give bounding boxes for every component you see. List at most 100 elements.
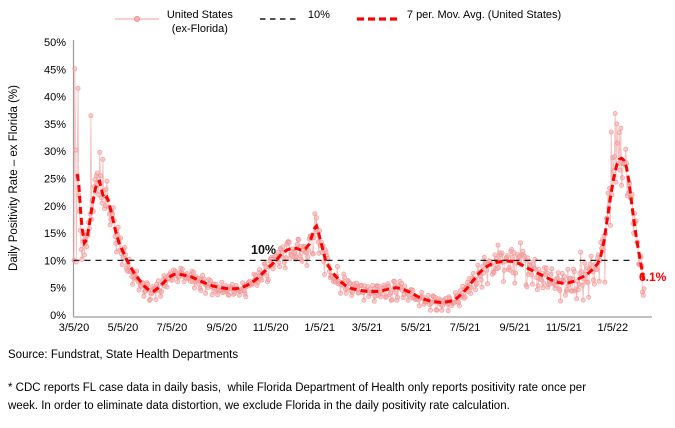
daily-point	[264, 273, 270, 279]
daily-point	[540, 285, 546, 291]
daily-point	[536, 266, 542, 272]
daily-point	[611, 154, 617, 160]
daily-point	[456, 303, 462, 309]
daily-point	[312, 211, 318, 217]
daily-point	[343, 290, 349, 296]
daily-point	[305, 247, 311, 253]
daily-point	[579, 269, 585, 275]
daily-point	[501, 278, 507, 284]
daily-point	[594, 267, 600, 273]
daily-point	[479, 284, 485, 290]
daily-point	[304, 262, 310, 268]
positivity-chart: 0% 5% 10% 15% 20% 25% 30% 35% 40% 45% 50% 3/5/20 5/5…	[44, 37, 652, 334]
daily-point	[472, 287, 478, 293]
latest-value-annotation: 6.1%	[639, 270, 667, 284]
x-tick-label: 11/5/21	[546, 322, 582, 334]
daily-point	[615, 140, 621, 146]
x-tick-label: 7/5/20	[157, 322, 188, 334]
daily-point	[548, 271, 554, 277]
daily-point	[259, 277, 265, 283]
daily-point	[509, 246, 515, 252]
y-tick-label: 50%	[44, 37, 66, 49]
daily-point	[509, 255, 515, 261]
daily-point	[495, 242, 501, 248]
daily-point	[585, 279, 591, 285]
daily-point	[305, 254, 311, 260]
daily-point	[191, 285, 197, 291]
daily-point	[529, 272, 535, 278]
y-tick-label: 40%	[44, 92, 66, 104]
daily-point	[596, 278, 602, 284]
daily-point	[513, 270, 519, 276]
y-tick-label: 10%	[44, 255, 66, 267]
daily-point	[280, 244, 286, 250]
legend-label-threshold: 10%	[307, 9, 330, 21]
daily-point	[181, 279, 187, 285]
daily-point	[282, 265, 288, 271]
daily-point	[164, 284, 170, 290]
daily-point	[219, 279, 225, 285]
daily-point	[524, 284, 530, 290]
daily-point	[79, 256, 85, 262]
daily-point	[84, 244, 90, 250]
daily-point	[439, 307, 445, 313]
daily-point	[104, 178, 110, 184]
legend-item-united-states: United States (ex-Florida)	[114, 9, 233, 37]
daily-point	[209, 292, 215, 298]
daily-point	[588, 253, 594, 259]
daily-point	[100, 156, 106, 162]
daily-point	[530, 281, 536, 287]
x-tick-label: 5/5/20	[108, 322, 139, 334]
daily-point	[229, 281, 235, 287]
daily-point	[491, 270, 497, 276]
daily-point	[416, 303, 422, 309]
daily-point	[641, 286, 647, 292]
daily-point	[88, 113, 94, 119]
daily-point	[501, 267, 507, 273]
daily-point	[98, 173, 104, 179]
daily-point	[155, 278, 161, 284]
x-tick-label: 9/5/20	[206, 322, 237, 334]
daily-point	[558, 298, 564, 304]
daily-point	[141, 293, 147, 299]
y-axis-title: Daily Positivity Rate – ex Florida (%)	[8, 85, 20, 271]
daily-point	[81, 252, 87, 258]
daily-point	[530, 261, 536, 267]
daily-point	[474, 280, 480, 286]
daily-point	[226, 292, 232, 298]
daily-point	[198, 287, 204, 293]
daily-point	[475, 262, 481, 268]
daily-point	[256, 267, 262, 273]
daily-point	[445, 308, 451, 314]
x-tick-label: 1/5/21	[304, 322, 335, 334]
daily-point	[579, 282, 585, 288]
daily-point	[297, 253, 303, 259]
black-dashed-swatch-icon	[259, 18, 300, 20]
moving-average-line	[75, 156, 646, 304]
y-tick-label: 35%	[44, 119, 66, 131]
x-tick-label: 5/5/21	[401, 322, 432, 334]
daily-point	[243, 294, 249, 300]
daily-point	[614, 121, 620, 127]
daily-point	[130, 281, 136, 287]
y-tick-label: 20%	[44, 201, 66, 213]
daily-point	[607, 222, 613, 228]
x-tick-label: 3/5/21	[352, 322, 383, 334]
daily-point	[136, 287, 142, 293]
daily-point	[543, 265, 549, 271]
daily-point	[582, 260, 588, 266]
daily-point	[75, 85, 81, 91]
daily-point	[617, 167, 623, 173]
daily-point	[538, 277, 544, 283]
daily-point	[623, 146, 629, 152]
red-dashed-swatch-icon	[356, 17, 399, 21]
daily-point	[518, 240, 524, 246]
daily-point	[252, 272, 258, 278]
daily-point	[419, 289, 425, 295]
daily-point	[562, 273, 568, 279]
daily-point	[557, 288, 563, 294]
daily-point	[562, 292, 568, 298]
pink-series-swatch-icon	[114, 15, 159, 23]
daily-point	[616, 130, 622, 136]
